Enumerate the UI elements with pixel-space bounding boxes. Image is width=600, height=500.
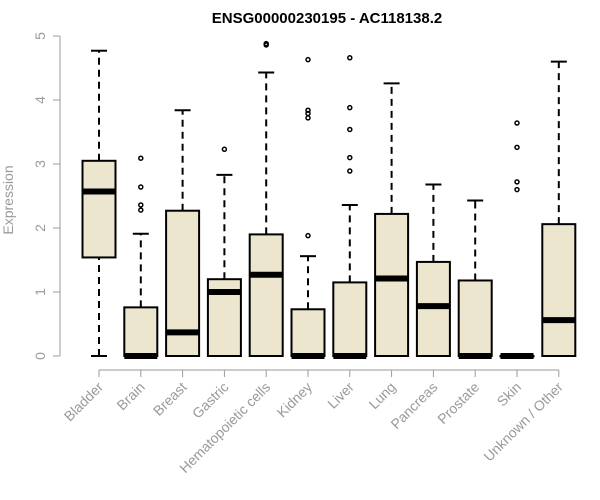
outlier-point: [347, 168, 353, 174]
y-axis: 0 1 2 3 4 5: [32, 32, 61, 360]
x-tick-label: Brain: [113, 379, 147, 413]
chart-title: ENSG00000230195 - AC118138.2: [212, 10, 442, 27]
x-tick-label: Liver: [324, 379, 357, 412]
iqr-box: [332, 281, 368, 357]
outlier-point: [514, 120, 520, 126]
outlier-point: [138, 184, 144, 190]
y-axis-label: Expression: [0, 165, 16, 234]
outlier-point: [305, 115, 311, 121]
outlier-point: [221, 146, 228, 153]
outlier-point: [305, 56, 311, 63]
outlier-point: [347, 104, 353, 111]
outlier-point: [514, 179, 520, 185]
x-tick-label: Kidney: [274, 379, 316, 421]
outlier-point: [305, 232, 311, 239]
box-liver: [332, 55, 368, 359]
x-tick-label: Lung: [365, 379, 398, 412]
outlier-point: [263, 40, 269, 47]
outlier-point: [347, 55, 353, 61]
outlier-point: [138, 202, 144, 208]
x-tick-label: Breast: [150, 379, 190, 419]
box-lung: [374, 82, 410, 357]
box-bladder: [81, 49, 117, 357]
x-tick-label: Skin: [494, 379, 525, 410]
box-gastric: [206, 146, 242, 358]
boxes-group: [81, 40, 577, 359]
outlier-point: [347, 154, 353, 161]
y-tick-label: 5: [32, 32, 48, 40]
iqr-box: [81, 159, 117, 259]
outlier-point: [138, 207, 144, 213]
iqr-box: [541, 223, 577, 357]
outlier-point: [347, 126, 353, 133]
iqr-box: [248, 233, 284, 357]
outlier-point: [138, 155, 144, 161]
box-unknown-other: [541, 60, 577, 357]
x-tick-label: Unknown / Other: [480, 379, 566, 465]
iqr-box: [123, 306, 159, 357]
outlier-point: [514, 186, 520, 193]
box-breast: [165, 109, 201, 357]
y-tick-label: 4: [32, 96, 48, 104]
box-skin: [499, 120, 535, 359]
x-tick-label: Bladder: [61, 379, 107, 425]
box-kidney: [290, 56, 326, 359]
y-tick-label: 0: [32, 352, 48, 360]
x-tick-label: Prostate: [434, 379, 482, 427]
iqr-box: [457, 279, 493, 358]
iqr-box: [290, 308, 326, 357]
outlier-point: [514, 144, 520, 151]
y-tick-label: 3: [32, 160, 48, 168]
box-pancreas: [415, 183, 451, 358]
outlier-point: [305, 110, 311, 117]
box-prostate: [457, 199, 493, 359]
box-brain: [123, 155, 159, 359]
outlier-point: [305, 107, 311, 113]
y-tick-label: 1: [32, 288, 48, 296]
iqr-box: [374, 212, 410, 357]
box-hematopoietic-cells: [248, 40, 284, 357]
y-tick-label: 2: [32, 224, 48, 232]
